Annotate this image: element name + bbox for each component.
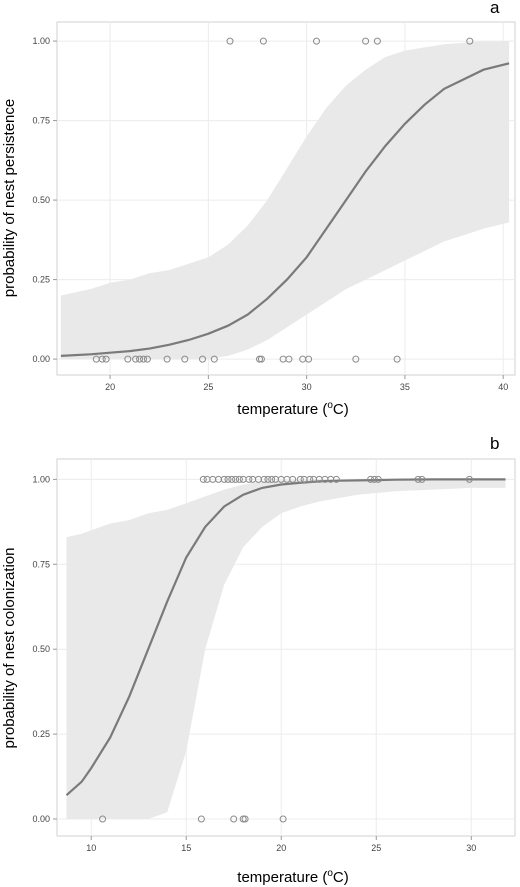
data-point xyxy=(306,475,314,483)
y-tick-label: 0.75 xyxy=(32,116,50,126)
data-point xyxy=(99,815,107,823)
panel-a: 0.00 0.25 0.50 0.75 1.00 20 25 30 35 40 a probab… xyxy=(1,0,516,418)
y-tick-label: 0.00 xyxy=(32,354,50,364)
x-tick-label: 40 xyxy=(498,382,508,392)
x-tick-label: 25 xyxy=(371,843,381,853)
data-point xyxy=(257,355,265,363)
panel-a-fitted-curve xyxy=(60,62,510,357)
data-point xyxy=(414,475,422,483)
panel-a-label: a xyxy=(490,0,500,17)
data-point xyxy=(230,815,238,823)
data-point xyxy=(296,475,304,483)
data-point xyxy=(305,355,313,363)
data-point xyxy=(132,355,140,363)
y-tick-label: 1.00 xyxy=(32,474,50,484)
panel-b: 0.00 0.25 0.50 0.75 1.00 10 15 20 25 30 b probab… xyxy=(1,434,516,886)
x-tick-label: 10 xyxy=(86,843,96,853)
panel-b-y-ticks: 0.00 0.25 0.50 0.75 1.00 xyxy=(32,474,57,824)
y-tick-label: 0.50 xyxy=(32,195,50,205)
panel-b-x-axis-title: temperature (oC) xyxy=(237,868,348,886)
data-point xyxy=(332,475,340,483)
data-point xyxy=(289,475,297,483)
y-tick-label: 0.75 xyxy=(32,559,50,569)
data-point xyxy=(373,37,381,45)
panel-a-x-ticks: 20 25 30 35 40 xyxy=(105,375,508,392)
x-tick-label: 30 xyxy=(302,382,312,392)
data-point xyxy=(465,475,473,483)
data-point xyxy=(367,475,375,483)
x-tick-label: 20 xyxy=(276,843,286,853)
data-point xyxy=(241,815,249,823)
data-point xyxy=(232,475,240,483)
data-point xyxy=(235,475,243,483)
data-point xyxy=(393,355,401,363)
x-tick-label: 15 xyxy=(181,843,191,853)
data-point xyxy=(228,475,236,483)
data-point xyxy=(352,355,360,363)
data-point xyxy=(124,355,132,363)
data-point xyxy=(224,475,232,483)
y-tick-label: 1.00 xyxy=(32,36,50,46)
panel-b-fitted-curve xyxy=(65,478,506,797)
data-point xyxy=(268,475,276,483)
x-tick-label: 20 xyxy=(105,382,115,392)
data-point xyxy=(181,355,189,363)
panel-b-points xyxy=(99,475,473,823)
data-point xyxy=(197,815,205,823)
data-point xyxy=(239,815,247,823)
data-point xyxy=(140,355,147,363)
panel-b-y-axis-title: probability of nest colonization xyxy=(1,548,18,749)
data-point xyxy=(220,475,228,483)
y-tick-label: 0.25 xyxy=(32,729,50,739)
data-point xyxy=(285,355,293,363)
data-point xyxy=(466,37,474,45)
data-point xyxy=(259,37,267,45)
panel-a-x-axis-title: temperature (oC) xyxy=(237,400,348,418)
data-point xyxy=(199,355,206,363)
data-point xyxy=(102,355,110,363)
data-point xyxy=(199,475,207,483)
y-tick-label: 0.50 xyxy=(32,644,50,654)
y-tick-label: 0.00 xyxy=(32,814,50,824)
panel-b-x-ticks: 10 15 20 25 30 xyxy=(86,836,476,853)
panel-a-y-axis-title: probability of nest persistence xyxy=(1,99,18,297)
y-tick-label: 0.25 xyxy=(32,275,50,285)
data-point xyxy=(313,37,320,45)
panel-a-confidence-band xyxy=(60,41,510,360)
data-point xyxy=(210,355,218,363)
panel-b-label: b xyxy=(490,434,499,453)
data-point xyxy=(260,475,268,483)
data-point xyxy=(226,37,234,45)
x-tick-label: 30 xyxy=(466,843,476,853)
data-point xyxy=(98,355,106,363)
data-point xyxy=(418,475,426,483)
panel-a-y-ticks: 0.00 0.25 0.50 0.75 1.00 xyxy=(32,36,57,364)
data-point xyxy=(256,355,263,363)
data-point xyxy=(362,37,370,45)
data-point xyxy=(374,475,382,483)
data-point xyxy=(143,355,151,363)
panel-a-points xyxy=(92,37,474,363)
data-point xyxy=(163,355,171,363)
x-tick-label: 35 xyxy=(400,382,410,392)
data-point xyxy=(136,355,144,363)
data-point xyxy=(279,815,287,823)
data-point xyxy=(245,475,253,483)
x-tick-label: 25 xyxy=(203,382,213,392)
data-point xyxy=(370,475,378,483)
data-point xyxy=(264,475,272,483)
panel-b-confidence-band xyxy=(66,479,506,819)
